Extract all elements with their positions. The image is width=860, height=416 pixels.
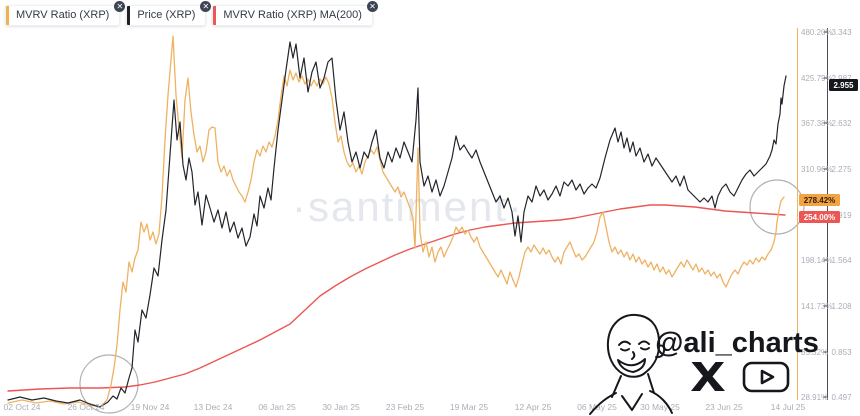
date-tick-label: 13 Dec 24 xyxy=(194,402,233,412)
percent-tick-label: 310.96% xyxy=(801,165,833,174)
date-tick-label: 23 Feb 25 xyxy=(386,402,425,412)
mvrv-current-badge xyxy=(799,194,840,206)
legend: MVRV Ratio (XRP) ✕ Price (XRP) ✕ MVRV Ra… xyxy=(6,1,378,25)
youtube-logo-icon xyxy=(742,361,790,393)
ma200-line-series xyxy=(7,204,786,392)
date-tick-label: 14 Jul 25 xyxy=(771,402,806,412)
price-tick-label: 1.919 xyxy=(832,211,853,220)
legend-chip-ma200[interactable]: MVRV Ratio (XRP) MA(200) ✕ xyxy=(213,1,378,25)
date-tick-label: 23 Jun 25 xyxy=(705,402,743,412)
close-icon[interactable]: ✕ xyxy=(114,1,126,12)
price-tick-label: 2.632 xyxy=(832,119,853,128)
ma200-current-badge-label: 254.00% xyxy=(804,213,836,222)
percent-tick-label: 85.32% xyxy=(801,348,828,357)
price-tick-label: 1.564 xyxy=(832,256,853,265)
price-current-badge-label: 2.955 xyxy=(833,81,854,90)
price-tick-label: 0.853 xyxy=(832,348,853,357)
close-icon[interactable]: ✕ xyxy=(200,1,212,12)
mvrv-current-badge-label: 278.42% xyxy=(804,196,836,205)
price-tick-label: 1.208 xyxy=(832,302,853,311)
date-tick-label: 19 Nov 24 xyxy=(131,402,170,412)
percent-tick-label: 141.73% xyxy=(801,302,833,311)
mvrv-line-series xyxy=(7,35,785,408)
percent-tick-label: 480.20% xyxy=(801,28,833,37)
percent-tick-label: 425.79% xyxy=(801,74,833,83)
legend-label-mvrv: MVRV Ratio (XRP) xyxy=(16,9,110,21)
date-tick-label: 26 Oct 24 xyxy=(68,402,105,412)
x-logo-icon xyxy=(691,362,725,391)
price-line-series xyxy=(7,41,787,408)
highlight-circle-annotation xyxy=(749,179,805,235)
price-tick-label: 0.497 xyxy=(832,393,853,402)
price-current-badge xyxy=(829,79,858,91)
legend-label-ma200: MVRV Ratio (XRP) MA(200) xyxy=(223,9,362,21)
date-tick-label: 02 Oct 24 xyxy=(4,402,41,412)
santiment-watermark: ·santiment· xyxy=(292,183,524,230)
signature: @ali_charts xyxy=(589,313,819,415)
highlight-circle-annotation xyxy=(79,354,139,414)
percent-tick-label: 28.91% xyxy=(801,393,828,402)
percent-tick-label: 198.14% xyxy=(801,256,833,265)
date-tick-label: 30 Jan 25 xyxy=(322,402,360,412)
price-tick-label: 2.275 xyxy=(832,165,853,174)
date-tick-label: 30 May 25 xyxy=(640,402,680,412)
legend-chip-price[interactable]: Price (XRP) ✕ xyxy=(127,1,212,25)
date-tick-label: 19 Mar 25 xyxy=(450,402,489,412)
price-tick-label: 2.987 xyxy=(832,74,853,83)
close-icon[interactable]: ✕ xyxy=(366,1,378,12)
author-handle: @ali_charts xyxy=(655,327,819,359)
legend-chip-mvrv[interactable]: MVRV Ratio (XRP) ✕ xyxy=(6,1,126,25)
ma200-current-badge xyxy=(799,211,840,223)
price-tick-label: 3.343 xyxy=(832,28,853,37)
legend-label-price: Price (XRP) xyxy=(137,9,196,21)
percent-tick-label: 367.38% xyxy=(801,119,833,128)
date-tick-label: 12 Apr 25 xyxy=(515,402,552,412)
date-tick-label: 06 Jan 25 xyxy=(258,402,296,412)
face-sketch-icon xyxy=(589,313,673,415)
